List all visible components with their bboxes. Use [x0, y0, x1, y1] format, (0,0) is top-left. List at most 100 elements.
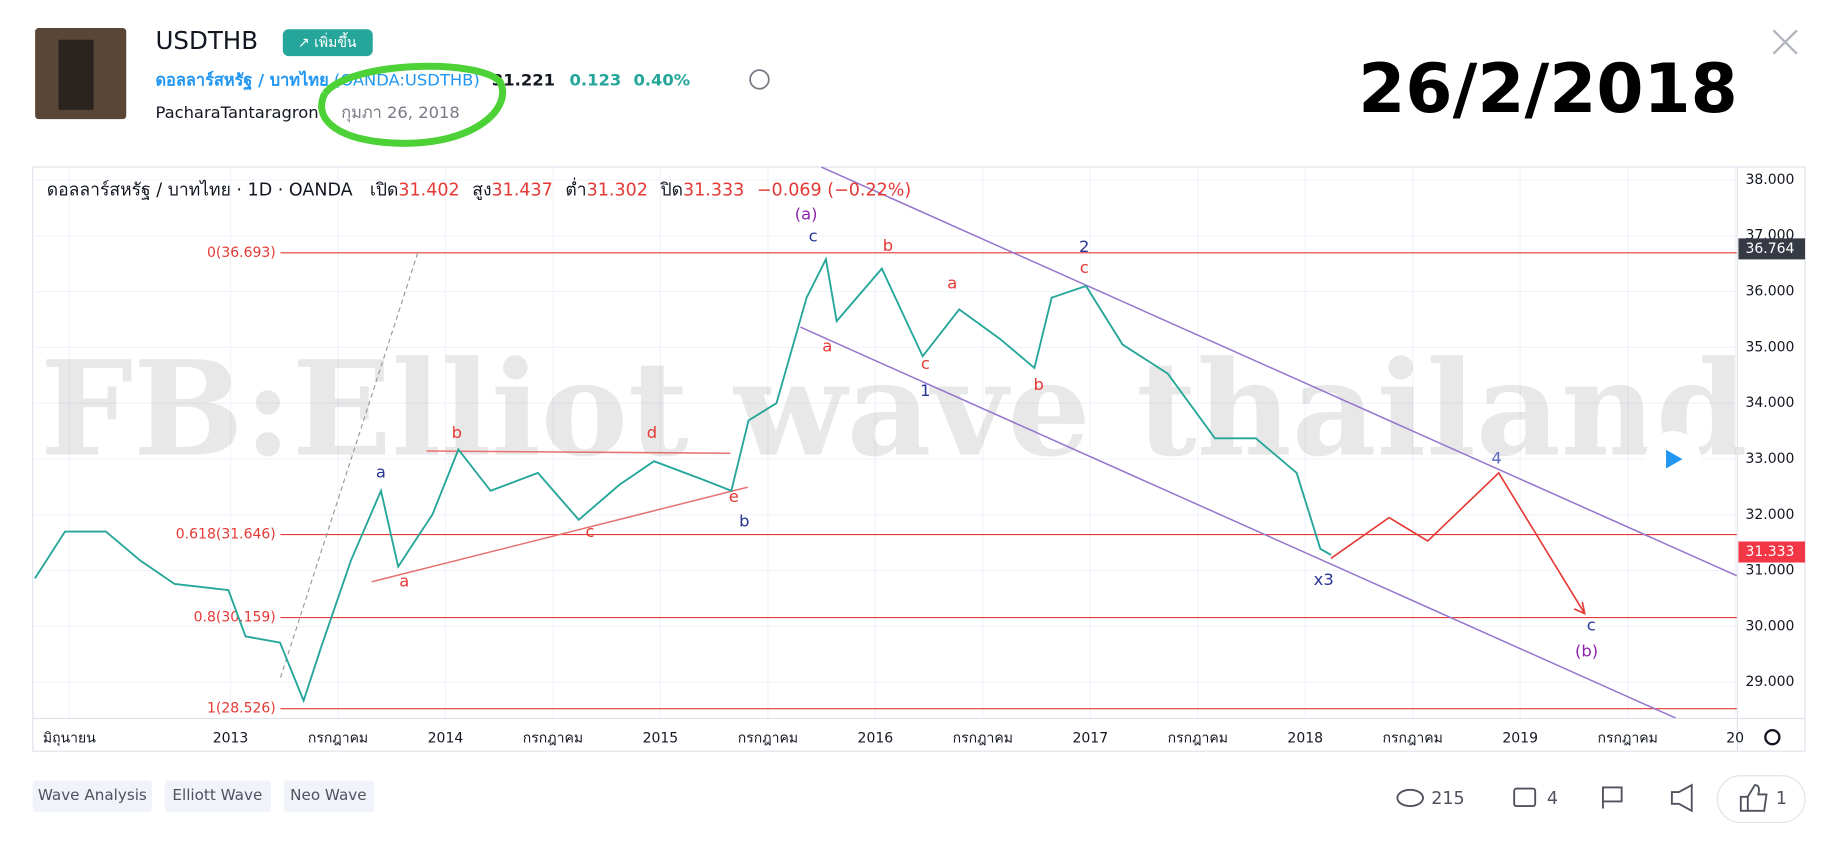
trend-line [426, 450, 731, 455]
x-tick-label: กรกฎาคม [738, 730, 798, 746]
plot: FB:Elliot wave thailand 0(36.693) 0.618(31… [32, 166, 1747, 720]
share-icon[interactable] [1670, 783, 1693, 813]
change: 0.123 [570, 70, 622, 89]
ohlc-value: 31.302 [587, 180, 648, 200]
comments-count: 4 [1547, 789, 1558, 809]
tag-text: Wave Analysis [38, 786, 147, 804]
x-tick-label: กรกฎาคม [523, 730, 583, 746]
report-icon[interactable] [1602, 786, 1623, 809]
x-tick-label: 2014 [428, 730, 464, 746]
close-button[interactable] [1772, 29, 1798, 55]
ohlc-value: 31.402 [398, 180, 459, 200]
comments-icon[interactable] [1513, 787, 1537, 808]
date: กุมภา 26, 2018 [341, 103, 460, 123]
likes-count: 1 [1776, 789, 1787, 809]
wave-label: a [376, 463, 386, 482]
x-tick-label: 2019 [1502, 730, 1538, 746]
price-label-box [1738, 541, 1806, 563]
trend-line [800, 326, 1677, 720]
x-tick-label: มิถุนายน [43, 730, 96, 746]
wave-label: c [1587, 616, 1596, 635]
ohlc-value: 31.333 [683, 180, 744, 200]
overlay-date: 26/2/2018 [1358, 49, 1737, 128]
highlight-scribble [318, 62, 506, 147]
like-button[interactable] [1716, 775, 1806, 824]
price-label: 36.764 [1745, 241, 1794, 257]
wave-label: (a) [795, 204, 818, 223]
wave-label: a [822, 336, 832, 355]
y-tick-label: 29.000 [1745, 674, 1794, 690]
y-tick-label: 36.000 [1745, 284, 1794, 300]
price: 31.221 [492, 70, 555, 89]
wave-label: 4 [1491, 449, 1501, 468]
wave-label: a [947, 273, 957, 292]
wave-label: 2 [1079, 237, 1089, 256]
price-line [34, 256, 1332, 704]
y-tick-label: 32.000 [1745, 507, 1794, 523]
y-tick-label: 35.000 [1745, 339, 1794, 355]
x-tick-label: กรกฎาคม [308, 730, 368, 746]
x-tick-label: กรกฎาคม [1168, 730, 1228, 746]
wave-label: b [1033, 375, 1043, 394]
trend-line [371, 486, 748, 583]
x-tick-label: 2018 [1287, 730, 1323, 746]
tag[interactable] [32, 780, 152, 812]
ohlc-label: เปิด [370, 180, 398, 200]
y-tick-label: 33.000 [1745, 451, 1794, 467]
symbol: USDTHB [155, 26, 258, 55]
tag[interactable] [164, 780, 272, 812]
x-tick-label: 2015 [643, 730, 679, 746]
fib-label: 1(28.526) [207, 701, 276, 717]
ohlc-value: 31.437 [492, 180, 553, 200]
projection-arrowhead [1573, 601, 1586, 615]
y-tick-label: 30.000 [1745, 618, 1794, 634]
ohlc-label: ปิด [660, 180, 683, 200]
wave-label: a [399, 571, 409, 590]
wave-label: b [452, 423, 462, 442]
tag[interactable] [283, 780, 374, 812]
settings-icon[interactable] [1764, 729, 1781, 746]
x-tick-label: 20 [1726, 730, 1744, 746]
alert-icon[interactable] [749, 69, 770, 90]
price-label-box [1738, 238, 1806, 260]
wave-label: x3 [1314, 570, 1334, 589]
wave-label: c [921, 354, 930, 373]
x-tick-label: 2017 [1072, 730, 1108, 746]
tag-text: Neo Wave [290, 786, 366, 804]
ohlc-label: ต่ำ [565, 177, 586, 200]
fib-label: 0.8(30.159) [194, 610, 276, 626]
tag-text: Elliott Wave [172, 786, 262, 804]
legend-title: ดอลลาร์สหรัฐ / บาทไทย · 1D · OANDA [47, 179, 353, 200]
trend-line [821, 166, 1738, 577]
x-tick-label: กรกฎาคม [1598, 730, 1658, 746]
legend-change: −0.069 (−0.22%) [757, 180, 911, 200]
x-tick-label: กรกฎาคม [1383, 730, 1443, 746]
chart-legend: ดอลลาร์สหรัฐ / บาทไทย · 1D · OANDA เปิด3… [47, 177, 911, 200]
x-tick-label: 2013 [213, 730, 249, 746]
name-link[interactable]: ดอลลาร์สหรัฐ / บาทไทย [155, 69, 328, 90]
badge-text: ↗ เพิ่มขึ้น [298, 32, 357, 51]
y-tick-label: 31.000 [1745, 563, 1794, 579]
badge[interactable] [282, 29, 373, 57]
fib-label: 0(36.693) [207, 245, 276, 261]
wave-label: c [809, 227, 818, 246]
wave-label: e [729, 487, 739, 506]
avatar-figure [58, 39, 94, 110]
views-icon [1396, 788, 1424, 808]
scroll-arrow [1666, 449, 1683, 469]
wave-label: d [647, 423, 657, 442]
y-tick-label: 34.000 [1745, 395, 1794, 411]
wave-label: c [1080, 258, 1089, 277]
watermark: FB:Elliot wave thailand [40, 332, 1747, 486]
projection-line [1330, 471, 1586, 614]
y-tick-label: 38.000 [1745, 172, 1794, 188]
like-icon [1739, 784, 1768, 812]
x-tick-label: กรกฎาคม [953, 730, 1013, 746]
price-label: 31.333 [1745, 544, 1794, 560]
author[interactable]: PacharaTantaragron [155, 103, 318, 122]
wave-label: c [586, 522, 595, 541]
wave-label: b [739, 512, 749, 531]
wave-label: b [883, 236, 893, 255]
trend-line [279, 250, 419, 678]
ohlc-label: สูง [472, 180, 491, 200]
